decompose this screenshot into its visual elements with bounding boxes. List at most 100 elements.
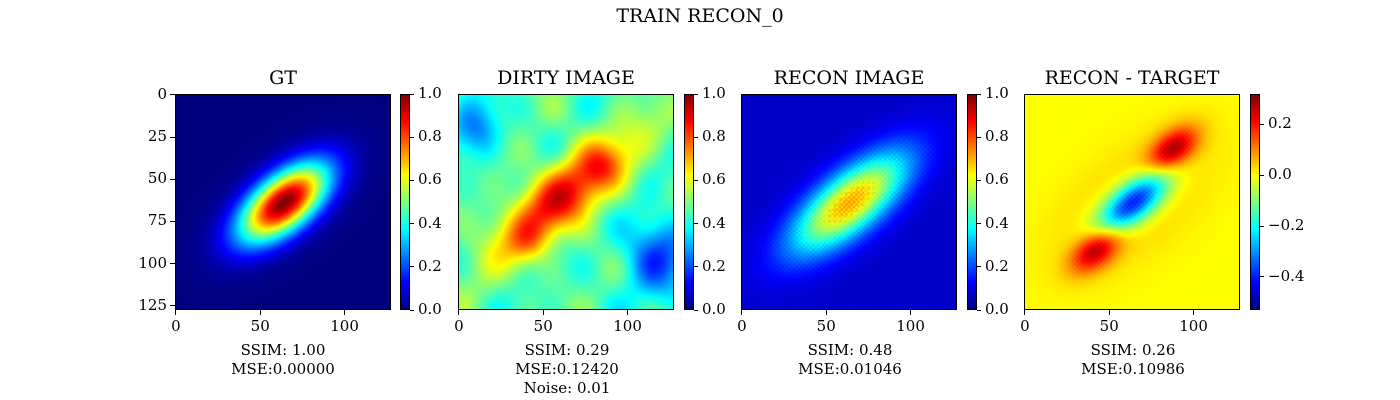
x-tick-label: 0 xyxy=(454,317,464,335)
heatmap-canvas xyxy=(176,95,390,309)
colorbar-tick-label: 0.6 xyxy=(702,170,726,189)
y-tick-mark xyxy=(170,263,175,265)
y-tick-label: 0 xyxy=(157,84,167,103)
x-tick-mark xyxy=(259,310,261,315)
colorbar-tick-label: 0.2 xyxy=(985,256,1009,275)
y-tick-mark xyxy=(170,220,175,222)
y-tick-label: 25 xyxy=(147,127,167,146)
x-tick-label: 50 xyxy=(1099,317,1119,335)
y-tick-mark xyxy=(170,178,175,180)
colorbar-tick-mark xyxy=(410,179,414,181)
x-tick-mark xyxy=(1108,310,1110,315)
x-tick-label: 100 xyxy=(1179,317,1208,335)
heatmap-canvas xyxy=(1025,95,1239,309)
heatmap-canvas xyxy=(459,95,673,309)
colorbar-tick-mark xyxy=(977,309,981,311)
heatmap-canvas xyxy=(742,95,956,309)
colorbar-tick-label: 0.6 xyxy=(418,170,442,189)
colorbar-tick-mark xyxy=(410,223,414,225)
colorbar xyxy=(967,94,977,310)
colorbar xyxy=(1250,94,1260,310)
colorbar-tick-label: −0.4 xyxy=(1268,266,1305,285)
panel-title: RECON - TARGET xyxy=(1044,67,1220,89)
colorbar-tick-mark xyxy=(694,93,698,95)
colorbar xyxy=(684,94,694,310)
heatmap-image xyxy=(175,94,391,310)
colorbar-tick-mark xyxy=(1260,123,1264,125)
x-tick-mark xyxy=(175,310,177,315)
colorbar-tick-mark xyxy=(977,136,981,138)
metrics-text: SSIM: 0.29 MSE:0.12420 Noise: 0.01 xyxy=(515,341,619,397)
y-tick-mark xyxy=(170,94,175,96)
metrics-text: SSIM: 1.00 MSE:0.00000 xyxy=(231,341,335,378)
colorbar-tick-label: 0.0 xyxy=(985,300,1009,318)
colorbar-tick-label: 1.0 xyxy=(702,84,726,102)
colorbar-tick-mark xyxy=(694,223,698,225)
colorbar-tick-label: 0.8 xyxy=(702,127,726,146)
metrics-text: SSIM: 0.26 MSE:0.10986 xyxy=(1081,341,1185,378)
x-tick-label: 100 xyxy=(330,317,359,335)
colorbar-tick-label: 1.0 xyxy=(418,84,442,102)
x-tick-mark xyxy=(458,310,460,315)
colorbar-tick-mark xyxy=(694,309,698,311)
x-tick-label: 100 xyxy=(613,317,642,335)
colorbar-tick-label: 0.0 xyxy=(1268,165,1292,184)
x-tick-mark xyxy=(910,310,912,315)
colorbar-tick-mark xyxy=(977,266,981,268)
colorbar-tick-mark xyxy=(1260,174,1264,176)
x-tick-mark xyxy=(542,310,544,315)
x-tick-label: 0 xyxy=(171,317,181,335)
x-tick-label: 50 xyxy=(816,317,836,335)
x-tick-label: 0 xyxy=(737,317,747,335)
colorbar-tick-label: 0.4 xyxy=(985,213,1009,232)
colorbar-tick-label: 0.8 xyxy=(418,127,442,146)
x-tick-mark xyxy=(741,310,743,315)
y-tick-label: 50 xyxy=(147,169,167,188)
colorbar-tick-label: 0.0 xyxy=(418,300,442,318)
colorbar-tick-mark xyxy=(694,179,698,181)
colorbar-tick-label: 0.2 xyxy=(702,256,726,275)
colorbar-tick-mark xyxy=(977,223,981,225)
panel-title: GT xyxy=(269,67,297,89)
panel-title: RECON IMAGE xyxy=(773,67,925,89)
colorbar-tick-mark xyxy=(1260,276,1264,278)
colorbar-tick-label: 0.0 xyxy=(702,300,726,318)
colorbar-tick-label: 0.4 xyxy=(702,213,726,232)
colorbar-tick-mark xyxy=(410,93,414,95)
x-tick-mark xyxy=(1193,310,1195,315)
colorbar-tick-mark xyxy=(694,266,698,268)
heatmap-image xyxy=(458,94,674,310)
heatmap-image xyxy=(741,94,957,310)
colorbar-tick-mark xyxy=(410,266,414,268)
colorbar-tick-label: 0.8 xyxy=(985,127,1009,146)
colorbar-tick-mark xyxy=(410,309,414,311)
colorbar-tick-label: 0.2 xyxy=(418,256,442,275)
heatmap-image xyxy=(1024,94,1240,310)
x-tick-mark xyxy=(825,310,827,315)
colorbar xyxy=(400,94,410,310)
x-tick-mark xyxy=(627,310,629,315)
colorbar-tick-mark xyxy=(694,136,698,138)
colorbar-tick-label: −0.2 xyxy=(1268,216,1305,235)
colorbar-tick-label: 1.0 xyxy=(985,84,1009,102)
panel-title: DIRTY IMAGE xyxy=(497,67,635,89)
y-tick-label: 100 xyxy=(138,253,167,272)
colorbar-tick-mark xyxy=(1260,225,1264,227)
x-tick-mark xyxy=(1024,310,1026,315)
x-tick-mark xyxy=(344,310,346,315)
x-tick-label: 100 xyxy=(896,317,925,335)
x-tick-label: 0 xyxy=(1020,317,1030,335)
y-tick-label: 125 xyxy=(138,295,167,314)
y-tick-mark xyxy=(170,305,175,307)
metrics-text: SSIM: 0.48 MSE:0.01046 xyxy=(798,341,902,378)
x-tick-label: 50 xyxy=(250,317,270,335)
colorbar-tick-mark xyxy=(977,93,981,95)
colorbar-tick-mark xyxy=(410,136,414,138)
colorbar-tick-mark xyxy=(977,179,981,181)
y-tick-mark xyxy=(170,136,175,138)
colorbar-tick-label: 0.2 xyxy=(1268,114,1292,133)
y-tick-label: 75 xyxy=(147,211,167,230)
colorbar-tick-label: 0.4 xyxy=(418,213,442,232)
figure-title: TRAIN RECON_0 xyxy=(616,5,784,27)
